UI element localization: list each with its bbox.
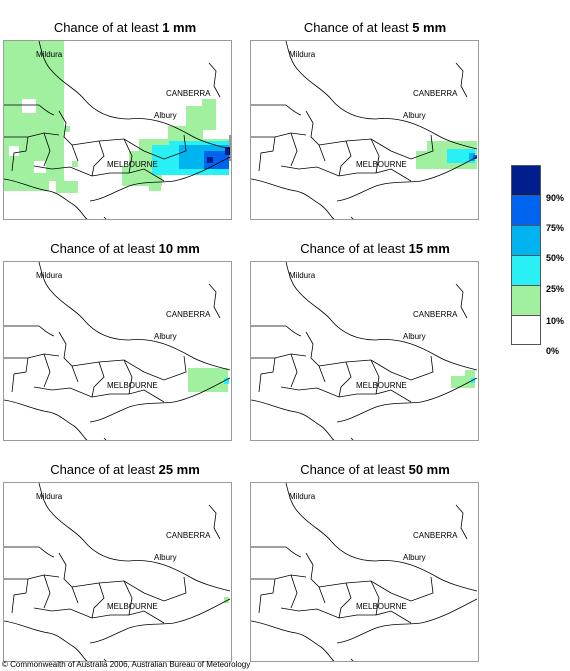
legend-label-10: 10% [546, 316, 565, 326]
boundaries [251, 41, 478, 219]
map-canvas: Mildura CANBERRA Albury MELBOURNE [4, 483, 231, 661]
boundaries [4, 41, 231, 219]
place-label-mildura: Mildura [289, 50, 316, 59]
rain-chance-shading [416, 141, 477, 169]
legend-swatch-75 [511, 195, 541, 225]
place-label-albury: Albury [403, 111, 426, 120]
place-label-canberra: CANBERRA [413, 531, 458, 540]
title-amount: 5 mm [412, 20, 447, 35]
place-label-mildura: Mildura [289, 492, 316, 501]
title-prefix: Chance of at least [50, 462, 159, 477]
place-label-albury: Albury [403, 553, 426, 562]
title-amount: 15 mm [408, 241, 450, 256]
title-amount: 10 mm [158, 241, 200, 256]
title-amount: 25 mm [158, 462, 200, 477]
boundaries [4, 483, 231, 661]
place-label-albury: Albury [403, 332, 426, 341]
map-canvas: Mildura CANBERRA Albury MELBOURNE [251, 483, 478, 661]
copyright-notice: © Commonwealth of Australia 2006, Austra… [2, 660, 251, 669]
place-label-melbourne: MELBOURNE [107, 160, 158, 169]
legend-label-75: 75% [546, 223, 565, 233]
legend-label-25: 25% [546, 284, 565, 294]
title-prefix: Chance of at least [53, 20, 163, 35]
boundaries [4, 262, 231, 440]
panel-title-5mm: Chance of at least 5 mm [250, 20, 500, 35]
legend-label-50: 50% [546, 253, 565, 263]
legend [511, 165, 541, 345]
title-prefix: Chance of at least [50, 241, 159, 256]
place-label-canberra: CANBERRA [413, 310, 458, 319]
map-panel-15mm: Mildura CANBERRA Albury MELBOURNE [250, 261, 479, 441]
place-label-albury: Albury [154, 111, 177, 120]
boundaries [251, 483, 478, 661]
place-label-melbourne: MELBOURNE [356, 160, 407, 169]
map-canvas: Mildura CANBERRA Albury MELBOURNE [251, 262, 478, 440]
map-panel-10mm: Mildura CANBERRA Albury MELBOURNE [3, 261, 232, 441]
map-panel-25mm: Mildura CANBERRA Albury MELBOURNE [3, 482, 232, 662]
place-label-melbourne: MELBOURNE [107, 602, 158, 611]
map-canvas: Mildura CANBERRA Albury MELBOURNE [251, 41, 478, 219]
title-prefix: Chance of at least [300, 462, 409, 477]
map-canvas: Mildura CANBERRA Albury MELBOURNE [4, 262, 231, 440]
place-label-albury: Albury [154, 553, 177, 562]
boundaries [251, 262, 478, 440]
place-label-mildura: Mildura [36, 492, 63, 501]
panel-title-10mm: Chance of at least 10 mm [0, 241, 250, 256]
place-label-melbourne: MELBOURNE [356, 602, 407, 611]
place-label-albury: Albury [154, 332, 177, 341]
map-panel-5mm: Mildura CANBERRA Albury MELBOURNE [250, 40, 479, 220]
place-label-canberra: CANBERRA [413, 89, 458, 98]
place-label-mildura: Mildura [289, 271, 316, 280]
place-label-canberra: CANBERRA [166, 89, 211, 98]
rain-chance-shading [224, 597, 229, 603]
place-label-melbourne: MELBOURNE [356, 381, 407, 390]
legend-swatch-50 [511, 225, 541, 255]
legend-swatch-25 [511, 255, 541, 285]
legend-swatch-10 [511, 285, 541, 315]
place-label-mildura: Mildura [36, 50, 63, 59]
title-amount: 1 mm [162, 20, 197, 35]
place-label-canberra: CANBERRA [166, 310, 211, 319]
legend-swatch-0 [511, 315, 541, 345]
rain-chance-shading [188, 368, 229, 392]
legend-label-0: 0% [546, 346, 560, 356]
panel-title-1mm: Chance of at least 1 mm [0, 20, 250, 35]
rain-chance-shading [451, 370, 475, 388]
title-amount: 50 mm [408, 462, 450, 477]
panel-title-50mm: Chance of at least 50 mm [250, 462, 500, 477]
legend-swatch-90 [511, 165, 541, 195]
map-panel-1mm: Mildura CANBERRA Albury MELBOURNE [3, 40, 232, 220]
title-prefix: Chance of at least [303, 20, 413, 35]
panel-title-15mm: Chance of at least 15 mm [250, 241, 500, 256]
map-panel-50mm: Mildura CANBERRA Albury MELBOURNE [250, 482, 479, 662]
panel-title-25mm: Chance of at least 25 mm [0, 462, 250, 477]
rain-chance-shading [4, 41, 230, 193]
title-prefix: Chance of at least [300, 241, 409, 256]
legend-label-90: 90% [546, 193, 565, 203]
place-label-mildura: Mildura [36, 271, 63, 280]
place-label-canberra: CANBERRA [166, 531, 211, 540]
map-canvas: Mildura CANBERRA Albury MELBOURNE [4, 41, 231, 219]
place-label-melbourne: MELBOURNE [107, 381, 158, 390]
